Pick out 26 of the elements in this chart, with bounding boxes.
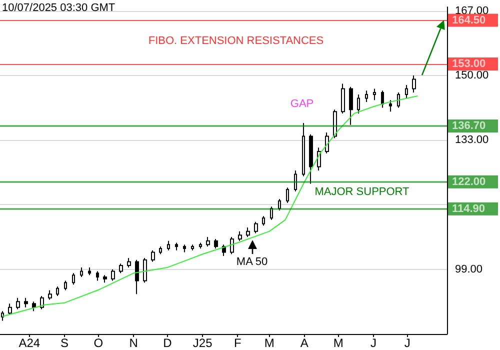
x-tick-label: A24 <box>18 336 40 350</box>
y-tick-label: 167.00 <box>455 4 489 17</box>
annotation: MAJOR SUPPORT <box>314 186 410 198</box>
ref-line-label: 136.70 <box>452 120 486 132</box>
x-tick-label: J <box>404 336 410 350</box>
y-tick-label: 133.00 <box>455 134 489 146</box>
ref-line-label: 153.00 <box>452 58 486 70</box>
annotation: FIBO. EXTENSION RESISTANCES <box>148 35 324 47</box>
x-tick-label: A <box>300 336 308 350</box>
x-tick-label: D <box>163 336 172 350</box>
x-tick-label: N <box>129 336 138 350</box>
annotation: MA 50 <box>236 256 268 268</box>
x-tick-label: M <box>333 336 344 350</box>
annotation: GAP <box>290 98 314 110</box>
annotation: 10/07/2025 03:30 GMT <box>2 2 116 14</box>
ref-line-label: 164.50 <box>452 14 486 26</box>
y-tick-label: 99.00 <box>455 263 483 276</box>
x-tick-label: F <box>234 336 242 350</box>
x-tick-label: M <box>264 336 274 350</box>
x-tick-label: J <box>370 336 376 350</box>
x-tick-label: O <box>94 336 104 350</box>
x-tick-label: J25 <box>192 336 213 350</box>
x-tick-label: S <box>60 336 69 350</box>
ref-line-label: 122.00 <box>452 176 486 188</box>
ref-line-label: 114.90 <box>452 202 486 215</box>
y-tick-label: 150.00 <box>455 69 489 82</box>
